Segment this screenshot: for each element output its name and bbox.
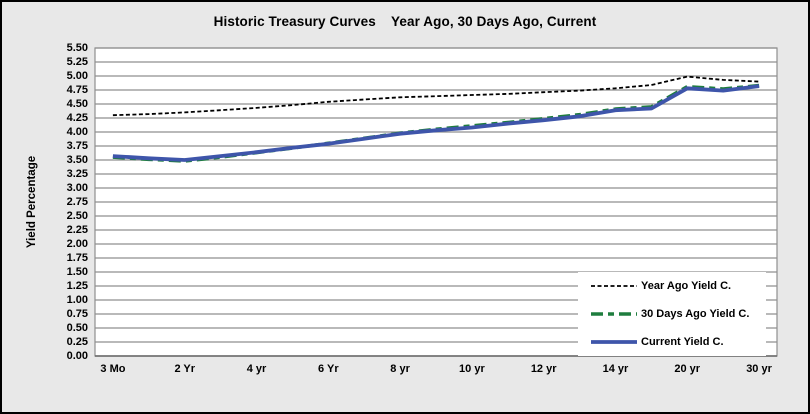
y-tick-label: 1.75: [66, 252, 88, 264]
y-tick-label: 5.50: [66, 42, 88, 54]
y-tick-label: 4.75: [66, 84, 88, 96]
legend-label-30-days-ago: 30 Days Ago Yield C.: [641, 308, 750, 320]
x-tick-label: 30 yr: [746, 363, 772, 375]
x-tick-label: 6 Yr: [318, 363, 339, 375]
legend-item-year-ago: Year Ago Yield C.: [590, 280, 762, 292]
series-line-0: [112, 75, 760, 117]
x-tick-label: 20 yr: [674, 363, 701, 375]
y-tick-label: 4.00: [66, 126, 88, 138]
y-tick-label: 0.00: [66, 350, 88, 362]
y-tick-label: 3.25: [66, 168, 88, 180]
x-tick-label: 3 Mo: [100, 363, 126, 375]
year-ago-line-swatch: [591, 285, 637, 287]
y-tick-label: 2.75: [66, 196, 88, 208]
y-tick-label: 5.25: [66, 56, 88, 68]
y-tick-label: 0.25: [66, 336, 88, 348]
y-tick-label: 5.00: [66, 70, 88, 82]
y-tick-label: 0.50: [66, 322, 88, 334]
x-tick-label: 10 yr: [459, 363, 485, 375]
thirty-days-ago-line-swatch: [591, 312, 637, 316]
y-tick-label: 1.00: [66, 294, 88, 306]
y-tick-label: 2.00: [66, 238, 88, 250]
y-tick-label: 2.25: [66, 224, 88, 236]
legend-item-current: Current Yield C.: [590, 336, 762, 348]
legend-label-year-ago: Year Ago Yield C.: [641, 280, 732, 292]
y-tick-label: 1.50: [66, 266, 88, 278]
current-line-swatch: [591, 340, 637, 344]
legend-label-current: Current Yield C.: [641, 336, 724, 348]
legend: Year Ago Yield C. 30 Days Ago Yield C. C…: [578, 272, 766, 356]
x-tick-label: 14 yr: [602, 363, 629, 375]
x-tick-label: 8 yr: [390, 363, 410, 375]
y-tick-label: 3.00: [66, 182, 88, 194]
y-tick-label: 3.50: [66, 154, 88, 166]
legend-item-30-days-ago: 30 Days Ago Yield C.: [590, 308, 762, 320]
y-tick-label: 1.25: [66, 280, 88, 292]
series-line-2: [112, 84, 760, 162]
x-tick-label: 12 yr: [530, 363, 557, 375]
x-tick-label: 2 Yr: [174, 363, 196, 375]
chart-title: Historic Treasury Curves Year Ago, 30 Da…: [213, 14, 597, 29]
y-tick-label: 0.75: [66, 308, 88, 320]
y-tick-label: 4.25: [66, 112, 88, 124]
y-tick-label: 4.50: [66, 98, 88, 110]
x-tick-label: 4 yr: [246, 363, 267, 375]
y-tick-label: 2.50: [66, 210, 88, 222]
y-tick-label: 3.75: [66, 140, 88, 152]
